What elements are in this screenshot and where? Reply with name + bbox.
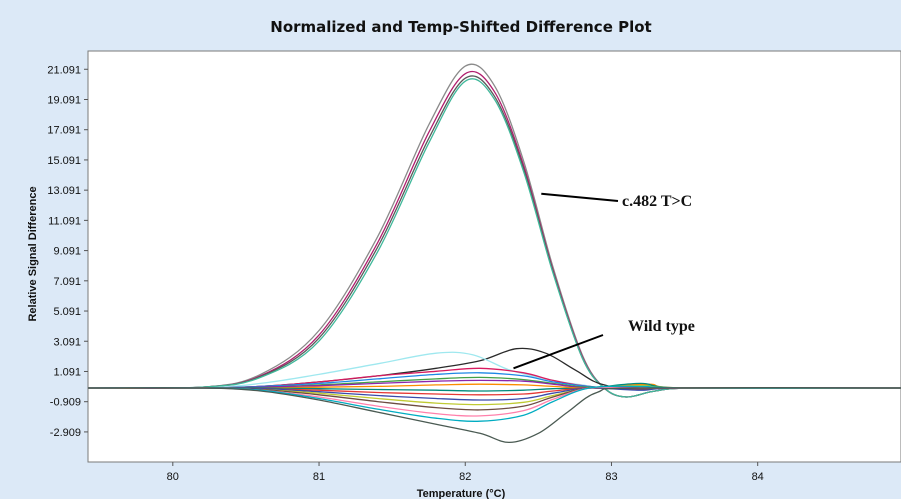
y-axis: 21.091 19.091 17.091 15.091 13.091 11.091 9.09… — [47, 64, 88, 439]
y-tick-label: 13.091 — [47, 185, 81, 197]
x-tick-label: 82 — [459, 471, 471, 483]
y-tick-label: -0.909 — [50, 397, 81, 409]
y-tick-label: 9.091 — [53, 246, 81, 258]
y-tick-label: 7.091 — [53, 276, 81, 288]
y-tick-label: 15.091 — [47, 155, 81, 167]
x-tick-label: 84 — [752, 471, 764, 483]
x-tick-label: 80 — [167, 471, 179, 483]
y-tick-label: 21.091 — [47, 64, 81, 76]
y-tick-label: 3.091 — [53, 336, 81, 348]
series-line-12 — [87, 382, 901, 392]
x-tick-label: 81 — [313, 471, 325, 483]
y-tick-label: 5.091 — [53, 306, 81, 318]
y-tick-label: 11.091 — [48, 215, 81, 227]
series-line-14 — [87, 387, 901, 401]
y-tick-label: 1.091 — [53, 366, 81, 378]
x-axis-label: Temperature (°C) — [417, 488, 506, 499]
annotation-layer: c.482 T>C Wild type — [513, 192, 695, 370]
y-axis-label: Relative Signal Difference — [27, 186, 39, 321]
series-line-4 — [87, 78, 901, 398]
annotation-label: Wild type — [628, 318, 695, 335]
series-layer — [87, 63, 901, 444]
annotation-label: c.482 T>C — [622, 193, 692, 210]
y-tick-label: 19.091 — [47, 94, 81, 106]
x-axis: 80 81 82 83 84 — [167, 462, 764, 483]
series-line-18 — [87, 385, 901, 422]
y-tick-label: 17.091 — [47, 125, 81, 137]
x-tick-label: 83 — [605, 471, 617, 483]
y-tick-label: -2.909 — [50, 427, 81, 439]
annotation-leader-line — [541, 192, 619, 202]
annotation-leader-line — [513, 334, 604, 370]
plot-area — [87, 50, 901, 463]
series-line-19 — [87, 386, 901, 444]
chart-title: Normalized and Temp-Shifted Difference P… — [270, 18, 651, 36]
